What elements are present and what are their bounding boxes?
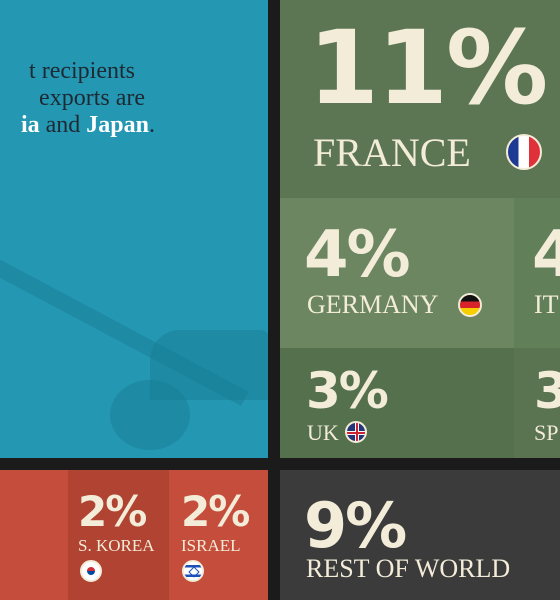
tile-uk: 3% UK — [280, 348, 514, 458]
annotation-country-fragment: ia — [20, 112, 40, 138]
tile-rest-of-world-label: REST OF WORLD — [306, 554, 511, 583]
tile-spain-label: SP — [534, 420, 559, 445]
howitzer-wheel-silhouette — [110, 380, 190, 450]
tile-germany-label: GERMANY — [307, 290, 439, 319]
tile-rest-of-world-value: 9% — [304, 489, 407, 562]
tile-france: 11% FRANCE — [280, 0, 560, 198]
tile-rest-of-world: 9% REST OF WORLD — [280, 470, 560, 600]
tile-uk-value: 3% — [306, 362, 389, 420]
tile-red-left — [0, 470, 68, 600]
tile-italy: 4 IT — [514, 198, 560, 348]
tile-israel: 2% ISRAEL — [169, 470, 268, 600]
tile-italy-label: IT — [534, 290, 559, 319]
tile-france-label: FRANCE — [313, 130, 471, 175]
annotation-line-1: t recipients — [29, 58, 135, 84]
tile-israel-value: 2% — [181, 487, 250, 536]
france-flag-icon — [506, 134, 542, 170]
tile-spain-value: 3 — [534, 362, 560, 420]
tile-italy-value: 4 — [532, 218, 560, 292]
tile-uk-label: UK — [307, 420, 339, 445]
south-korea-flag-icon — [80, 560, 102, 582]
tile-germany-value: 4% — [304, 218, 411, 292]
tile-spain: 3 SP — [514, 348, 560, 458]
tile-south-korea-label: S. KOREA — [78, 536, 155, 555]
tile-germany: 4% GERMANY — [280, 198, 514, 348]
annotation-japan: Japan — [86, 112, 149, 138]
annotation-and: and — [39, 112, 87, 138]
uk-flag-icon — [345, 421, 367, 443]
tile-france-value: 11% — [308, 9, 548, 128]
annotation-panel: t recipients exports are ia and Japan. — [0, 0, 268, 458]
annotation-line-3: ia and Japan. — [0, 112, 262, 139]
tile-south-korea-value: 2% — [78, 487, 147, 536]
tile-israel-label: ISRAEL — [181, 536, 241, 555]
israel-flag-icon — [182, 560, 204, 582]
annotation-period: . — [149, 112, 155, 138]
annotation-text: t recipients exports are ia and Japan. — [0, 58, 262, 139]
germany-flag-icon — [458, 293, 482, 317]
tile-south-korea: 2% S. KOREA — [68, 470, 169, 600]
annotation-line-2: exports are — [39, 85, 145, 111]
